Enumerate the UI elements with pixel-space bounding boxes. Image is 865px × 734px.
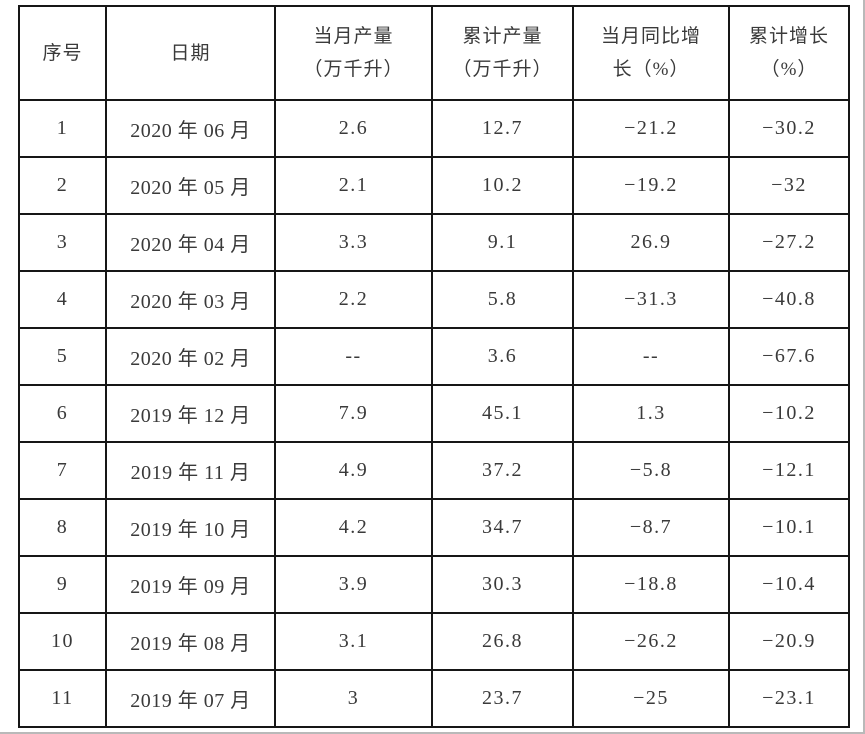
cell-cumulative: 34.7 <box>431 498 574 557</box>
table-row: 1 2020 年 06 月 2.6 12.7 −21.2 −30.2 <box>18 99 850 158</box>
cell-date: 2020 年 02 月 <box>105 327 276 386</box>
cell-cumgrowth: −40.8 <box>728 270 850 329</box>
cell-date: 2019 年 10 月 <box>105 498 276 557</box>
table-row: 6 2019 年 12 月 7.9 45.1 1.3 −10.2 <box>18 384 850 443</box>
cell-date: 2019 年 12 月 <box>105 384 276 443</box>
cell-cumgrowth: −10.2 <box>728 384 850 443</box>
cell-date: 2019 年 09 月 <box>105 555 276 614</box>
cell-yoy: -- <box>572 327 730 386</box>
cell-yoy: −8.7 <box>572 498 730 557</box>
cell-yoy: 1.3 <box>572 384 730 443</box>
cell-index: 3 <box>18 213 107 272</box>
cell-index: 2 <box>18 156 107 215</box>
table-row: 2 2020 年 05 月 2.1 10.2 −19.2 −32 <box>18 156 850 215</box>
cell-yoy: −26.2 <box>572 612 730 671</box>
cell-yoy: −18.8 <box>572 555 730 614</box>
cell-cumulative: 30.3 <box>431 555 574 614</box>
cell-cumulative: 9.1 <box>431 213 574 272</box>
cell-monthly: 3 <box>274 669 433 728</box>
cell-monthly: 2.2 <box>274 270 433 329</box>
column-header-monthly: 当月产量 （万千升） <box>274 5 433 101</box>
cell-index: 8 <box>18 498 107 557</box>
cell-date: 2020 年 04 月 <box>105 213 276 272</box>
cell-yoy: −19.2 <box>572 156 730 215</box>
table-row: 9 2019 年 09 月 3.9 30.3 −18.8 −10.4 <box>18 555 850 614</box>
cell-cumgrowth: −10.1 <box>728 498 850 557</box>
cell-monthly: 3.9 <box>274 555 433 614</box>
cell-monthly: 4.2 <box>274 498 433 557</box>
table-row: 7 2019 年 11 月 4.9 37.2 −5.8 −12.1 <box>18 441 850 500</box>
header-row: 序号 日期 当月产量 （万千升） 累计产量 （万千升） 当月同比增长（%） 累计增长 （%） <box>18 5 850 101</box>
cell-yoy: −5.8 <box>572 441 730 500</box>
cell-yoy: −21.2 <box>572 99 730 158</box>
cell-date: 2020 年 06 月 <box>105 99 276 158</box>
cell-index: 4 <box>18 270 107 329</box>
table-row: 5 2020 年 02 月 -- 3.6 -- −67.6 <box>18 327 850 386</box>
cell-cumgrowth: −27.2 <box>728 213 850 272</box>
column-header-cumulative: 累计产量 （万千升） <box>431 5 574 101</box>
cell-cumgrowth: −30.2 <box>728 99 850 158</box>
cell-date: 2020 年 03 月 <box>105 270 276 329</box>
cell-cumgrowth: −23.1 <box>728 669 850 728</box>
cell-index: 5 <box>18 327 107 386</box>
cell-yoy: −25 <box>572 669 730 728</box>
cell-index: 10 <box>18 612 107 671</box>
column-header-line: 当月同比增 <box>600 26 701 47</box>
cell-index: 7 <box>18 441 107 500</box>
cell-date: 2019 年 07 月 <box>105 669 276 728</box>
cell-cumulative: 12.7 <box>431 99 574 158</box>
production-table: 序号 日期 当月产量 （万千升） 累计产量 （万千升） 当月同比增长（%） 累计增长 （%） 1… <box>18 5 850 728</box>
cell-monthly: 2.1 <box>274 156 433 215</box>
table-row: 4 2020 年 03 月 2.2 5.8 −31.3 −40.8 <box>18 270 850 329</box>
table-row: 11 2019 年 07 月 3 23.7 −25 −23.1 <box>18 669 850 728</box>
cell-cumulative: 26.8 <box>431 612 574 671</box>
cell-index: 11 <box>18 669 107 728</box>
cell-monthly: 3.3 <box>274 213 433 272</box>
cell-cumgrowth: −12.1 <box>728 441 850 500</box>
cell-cumulative: 3.6 <box>431 327 574 386</box>
cell-monthly: 3.1 <box>274 612 433 671</box>
column-header-date: 日期 <box>105 5 276 101</box>
cell-monthly: 2.6 <box>274 99 433 158</box>
column-header-line: 序号 <box>42 42 83 64</box>
cell-cumulative: 5.8 <box>431 270 574 329</box>
column-header-line: 长（%） <box>612 59 690 80</box>
column-header-yoy: 当月同比增长（%） <box>572 5 730 101</box>
cell-cumulative: 10.2 <box>431 156 574 215</box>
column-header-line: 日期 <box>170 42 211 64</box>
column-header-cumgrowth: 累计增长 （%） <box>728 5 850 101</box>
cell-index: 1 <box>18 99 107 158</box>
cell-monthly: 4.9 <box>274 441 433 500</box>
column-header-line: （万千升） <box>303 59 404 80</box>
cell-index: 6 <box>18 384 107 443</box>
table-body: 1 2020 年 06 月 2.6 12.7 −21.2 −30.2 2 2020 年 05 … <box>18 99 850 728</box>
cell-cumulative: 37.2 <box>431 441 574 500</box>
column-header-line: 当月产量 <box>313 26 394 47</box>
cell-monthly: -- <box>274 327 433 386</box>
cell-yoy: −31.3 <box>572 270 730 329</box>
cell-index: 9 <box>18 555 107 614</box>
column-header-index: 序号 <box>18 5 107 101</box>
column-header-line: （%） <box>760 59 818 80</box>
column-header-line: （万千升） <box>452 59 553 80</box>
cell-date: 2020 年 05 月 <box>105 156 276 215</box>
cell-yoy: 26.9 <box>572 213 730 272</box>
column-header-line: 累计增长 <box>748 26 829 47</box>
cell-cumgrowth: −32 <box>728 156 850 215</box>
table-header: 序号 日期 当月产量 （万千升） 累计产量 （万千升） 当月同比增长（%） 累计增长 （%） <box>18 5 850 101</box>
cell-cumgrowth: −20.9 <box>728 612 850 671</box>
table-row: 3 2020 年 04 月 3.3 9.1 26.9 −27.2 <box>18 213 850 272</box>
table-row: 10 2019 年 08 月 3.1 26.8 −26.2 −20.9 <box>18 612 850 671</box>
cell-cumulative: 45.1 <box>431 384 574 443</box>
column-header-line: 累计产量 <box>462 26 543 47</box>
cell-cumulative: 23.7 <box>431 669 574 728</box>
cell-date: 2019 年 08 月 <box>105 612 276 671</box>
cell-monthly: 7.9 <box>274 384 433 443</box>
cell-cumgrowth: −67.6 <box>728 327 850 386</box>
table-row: 8 2019 年 10 月 4.2 34.7 −8.7 −10.1 <box>18 498 850 557</box>
cell-date: 2019 年 11 月 <box>105 441 276 500</box>
cell-cumgrowth: −10.4 <box>728 555 850 614</box>
